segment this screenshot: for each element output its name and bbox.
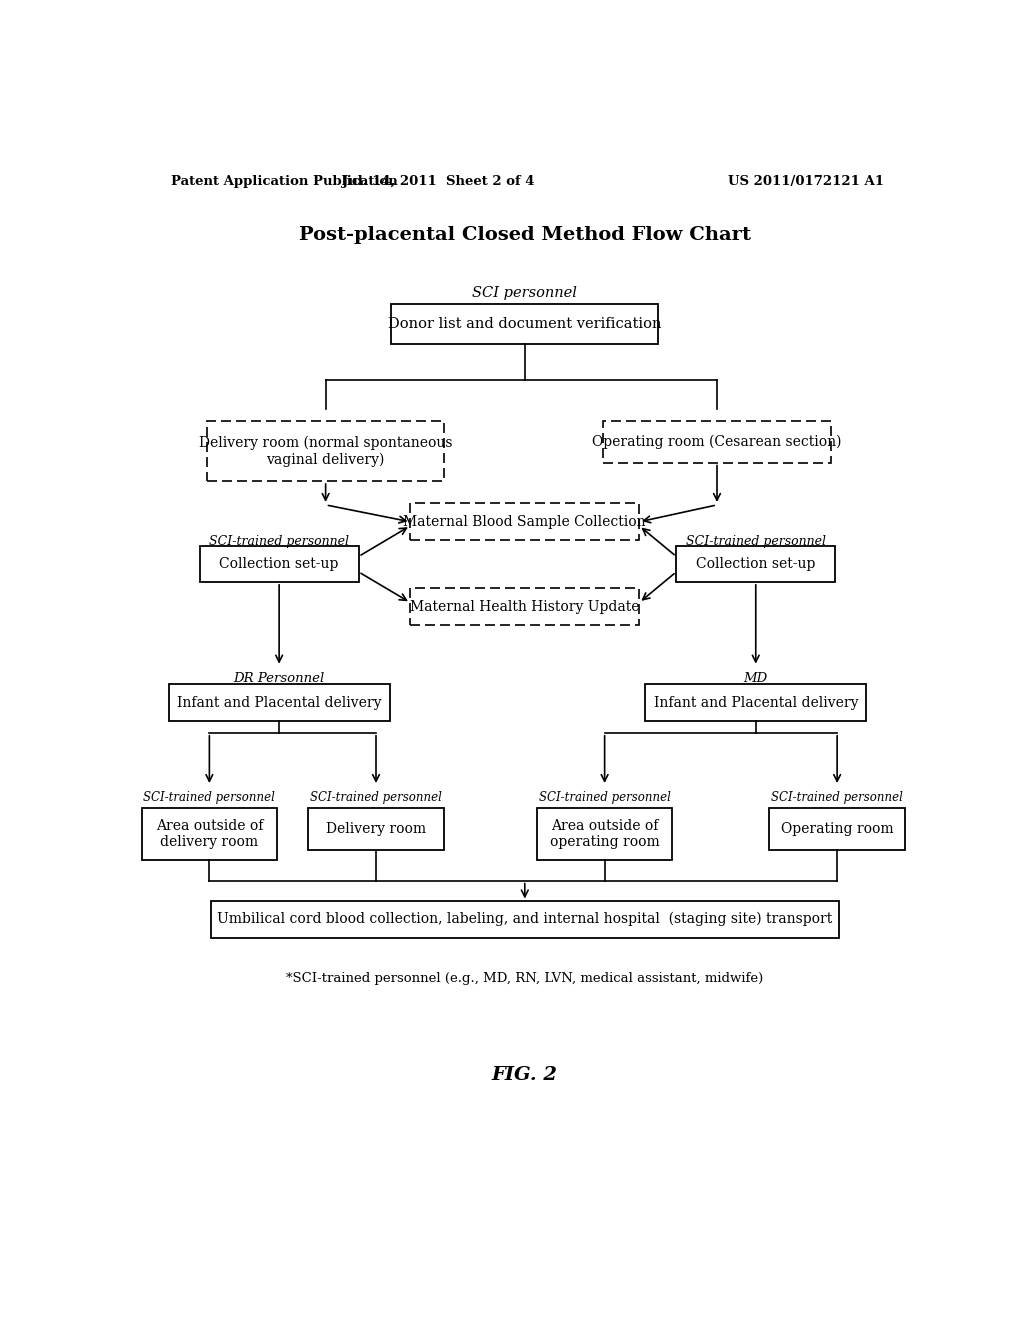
Text: MD: MD <box>743 672 768 685</box>
Text: Infant and Placental delivery: Infant and Placental delivery <box>653 696 858 710</box>
Text: Area outside of
delivery room: Area outside of delivery room <box>156 818 263 849</box>
Bar <box>411 503 639 540</box>
Bar <box>141 808 278 859</box>
Text: SCI-trained personnel: SCI-trained personnel <box>209 536 349 548</box>
Text: *SCI-trained personnel (e.g., MD, RN, LVN, medical assistant, midwife): *SCI-trained personnel (e.g., MD, RN, LV… <box>286 972 764 985</box>
Text: Delivery room (normal spontaneous
vaginal delivery): Delivery room (normal spontaneous vagina… <box>199 436 453 466</box>
Bar <box>676 546 836 582</box>
Text: SCI-trained personnel: SCI-trained personnel <box>686 536 825 548</box>
Text: Maternal Blood Sample Collection: Maternal Blood Sample Collection <box>403 515 646 529</box>
Text: Post-placental Closed Method Flow Chart: Post-placental Closed Method Flow Chart <box>299 227 751 244</box>
Text: Operating room: Operating room <box>781 822 893 836</box>
Text: Umbilical cord blood collection, labeling, and internal hospital  (staging site): Umbilical cord blood collection, labelin… <box>217 912 833 927</box>
Text: US 2011/0172121 A1: US 2011/0172121 A1 <box>728 176 884 187</box>
Bar <box>211 900 839 937</box>
Text: Jul. 14, 2011  Sheet 2 of 4: Jul. 14, 2011 Sheet 2 of 4 <box>342 176 535 187</box>
Bar <box>537 808 673 859</box>
Bar <box>603 421 831 462</box>
Text: Patent Application Publication: Patent Application Publication <box>171 176 397 187</box>
Text: SCI-trained personnel: SCI-trained personnel <box>143 791 275 804</box>
Text: SCI-trained personnel: SCI-trained personnel <box>771 791 903 804</box>
Text: Collection set-up: Collection set-up <box>219 557 339 572</box>
Bar <box>769 808 905 850</box>
Text: Delivery room: Delivery room <box>326 822 426 836</box>
Text: DR Personnel: DR Personnel <box>233 672 325 685</box>
Bar <box>169 684 389 721</box>
Text: Area outside of
operating room: Area outside of operating room <box>550 818 659 849</box>
Bar <box>208 421 443 480</box>
Text: FIG. 2: FIG. 2 <box>492 1065 558 1084</box>
Bar <box>645 684 866 721</box>
Bar <box>200 546 358 582</box>
Bar <box>411 589 639 626</box>
Text: Infant and Placental delivery: Infant and Placental delivery <box>177 696 381 710</box>
Text: Collection set-up: Collection set-up <box>696 557 815 572</box>
Text: SCI-trained personnel: SCI-trained personnel <box>539 791 671 804</box>
Bar <box>308 808 443 850</box>
Text: Operating room (Cesarean section): Operating room (Cesarean section) <box>592 434 842 449</box>
Bar <box>391 304 658 345</box>
Text: Donor list and document verification: Donor list and document verification <box>388 317 662 331</box>
Text: Maternal Health History Update: Maternal Health History Update <box>410 599 640 614</box>
Text: SCI personnel: SCI personnel <box>472 286 578 300</box>
Text: SCI-trained personnel: SCI-trained personnel <box>310 791 442 804</box>
